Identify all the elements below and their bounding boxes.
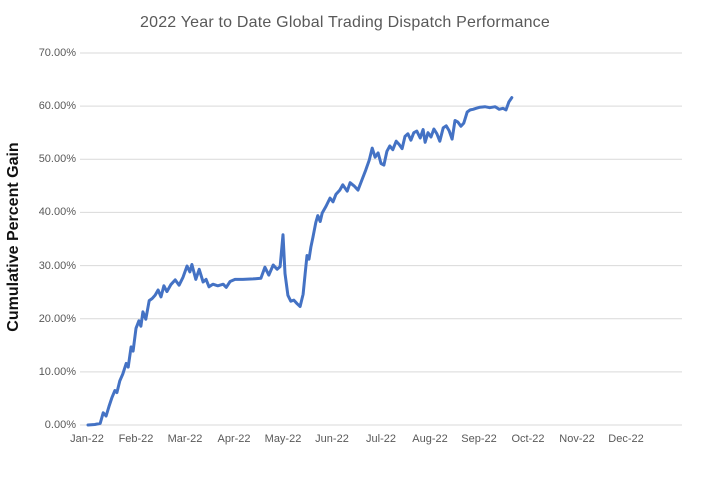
x-tick-label: Jun-22 [315, 433, 349, 445]
x-tick-label: Dec-22 [608, 433, 644, 445]
x-tick-label: Sep-22 [461, 433, 497, 445]
performance-line [86, 96, 514, 427]
x-tick-label: Apr-22 [217, 433, 251, 445]
x-tick-label: Feb-22 [118, 433, 154, 445]
y-tick-label: 10.00% [38, 365, 76, 378]
x-tick-label: Nov-22 [559, 433, 595, 445]
y-tick-label: 40.00% [38, 206, 76, 219]
y-tick-label: 20.00% [38, 312, 76, 325]
y-tick-label: 60.00% [38, 100, 76, 113]
x-tick-label: Mar-22 [167, 433, 203, 445]
y-tick-label: 0.00% [44, 419, 76, 431]
x-tick-label: May-22 [264, 433, 302, 445]
x-tick-label: Jul-22 [366, 433, 396, 445]
x-tick-label: Oct-22 [511, 433, 545, 445]
x-tick-label: Aug-22 [412, 433, 448, 445]
chart-title: 2022 Year to Date Global Trading Dispatc… [140, 14, 550, 31]
y-tick-label: 50.00% [38, 153, 76, 166]
y-tick-label: 30.00% [38, 259, 76, 272]
y-tick-label: 70.00% [38, 47, 76, 59]
x-tick-label: Jan-22 [70, 433, 104, 445]
